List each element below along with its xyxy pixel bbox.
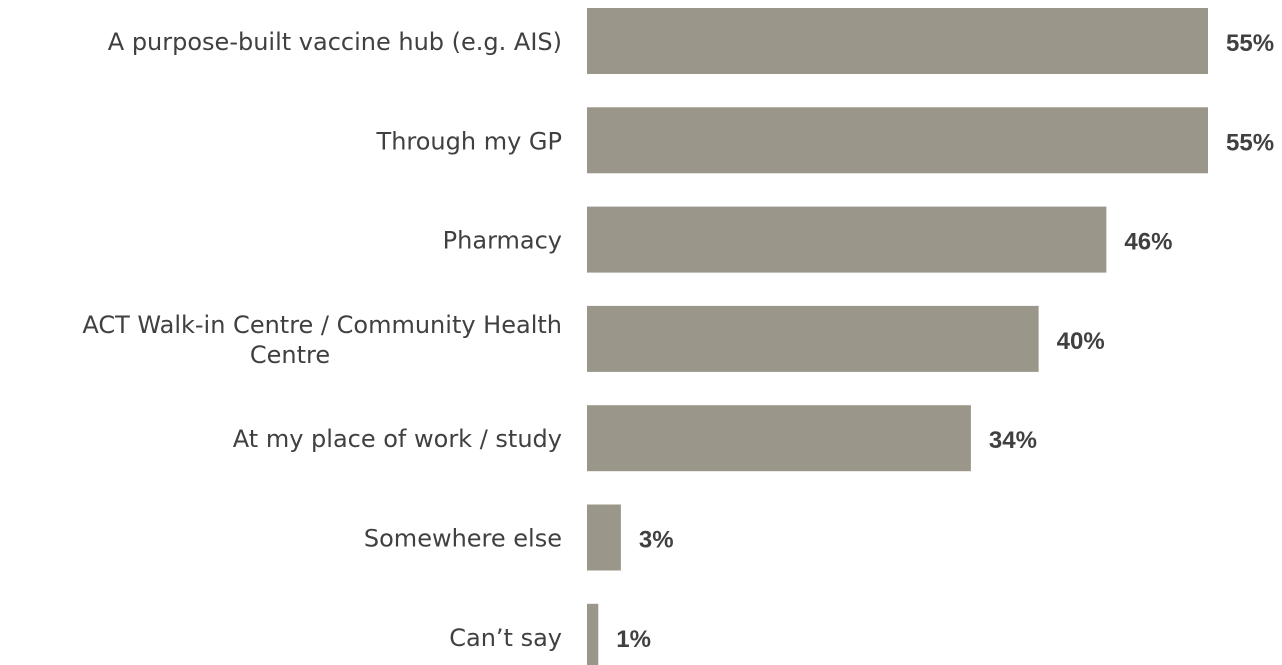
category-label-line: Through my GP xyxy=(376,127,562,155)
bar-1 xyxy=(587,107,1208,174)
category-label-line: Can’t say xyxy=(449,624,562,652)
value-label-0: 55% xyxy=(1226,30,1274,57)
value-label-5: 3% xyxy=(639,527,674,554)
bar-2 xyxy=(587,206,1107,273)
category-label-3: ACT Walk-in Centre / Community Health Cen… xyxy=(82,311,562,369)
bar-0 xyxy=(587,8,1208,74)
value-labels-group: 55% 55% 46% 40% 34% 3% 1% xyxy=(616,30,1274,653)
category-labels-group: A purpose-built vaccine hub (e.g. AIS) Th… xyxy=(82,28,562,652)
category-label-line: Centre xyxy=(250,341,330,369)
value-label-1: 55% xyxy=(1226,129,1274,156)
category-label-line: Pharmacy xyxy=(443,227,562,255)
value-label-4: 34% xyxy=(989,427,1037,454)
category-label-4: At my place of work / study xyxy=(233,425,562,453)
category-label-0: A purpose-built vaccine hub (e.g. AIS) xyxy=(108,28,562,56)
category-label-6: Can’t say xyxy=(449,624,562,652)
bar-6 xyxy=(587,603,599,665)
category-label-line: Somewhere else xyxy=(364,525,562,553)
value-label-6: 1% xyxy=(616,626,651,653)
category-label-1: Through my GP xyxy=(376,127,562,155)
bar-3 xyxy=(587,305,1039,372)
bars-group xyxy=(587,8,1208,665)
value-label-2: 46% xyxy=(1124,229,1172,256)
bar-4 xyxy=(587,405,971,472)
category-label-line: ACT Walk-in Centre / Community Health xyxy=(82,311,562,339)
category-label-line: At my place of work / study xyxy=(233,425,562,453)
category-label-line: A purpose-built vaccine hub (e.g. AIS) xyxy=(108,28,562,56)
category-label-2: Pharmacy xyxy=(443,227,562,255)
value-label-3: 40% xyxy=(1057,328,1105,355)
bar-5 xyxy=(587,504,621,571)
category-label-5: Somewhere else xyxy=(364,525,562,553)
